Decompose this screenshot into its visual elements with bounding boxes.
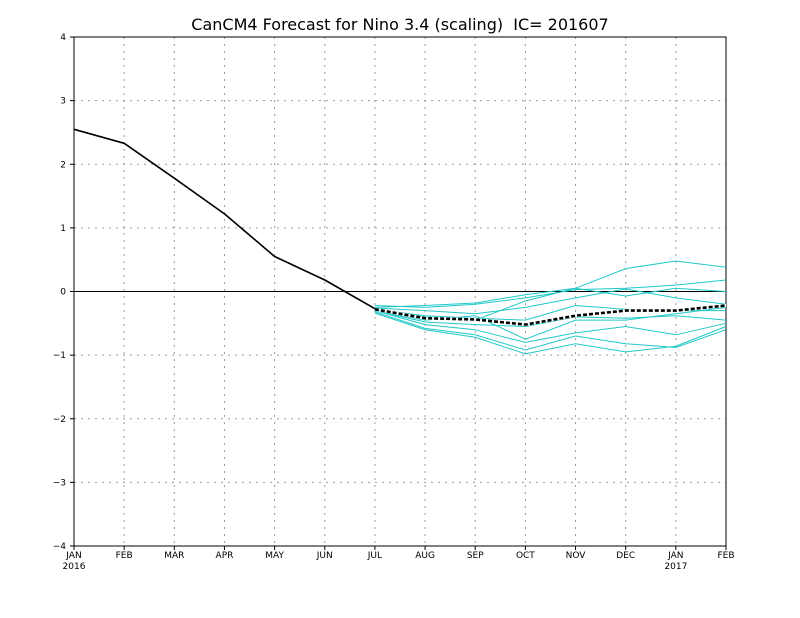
y-tick-label: 1 bbox=[60, 224, 66, 234]
ensemble-member-line bbox=[374, 279, 727, 308]
y-tick-label: 0 bbox=[60, 288, 66, 298]
x-tick-label: APR bbox=[216, 551, 234, 561]
x-tick-label: JUN bbox=[316, 551, 333, 561]
x-tick-label: NOV bbox=[566, 551, 587, 561]
x-tick-label: JAN bbox=[667, 551, 683, 561]
axes bbox=[70, 36, 727, 550]
x-year-label: 2016 bbox=[63, 562, 86, 572]
y-tick-label: −3 bbox=[53, 478, 66, 488]
y-tick-label: −1 bbox=[53, 351, 66, 361]
x-year-label: 2017 bbox=[664, 562, 687, 572]
y-tick-label: 4 bbox=[60, 33, 66, 43]
x-tick-label: OCT bbox=[516, 551, 535, 561]
y-tick-label: −2 bbox=[53, 415, 66, 425]
x-tick-label: DEC bbox=[616, 551, 635, 561]
observed-line bbox=[73, 128, 376, 310]
ensemble-member-line bbox=[374, 312, 727, 355]
ensemble-member-line bbox=[374, 310, 727, 343]
ensemble-mean-line bbox=[374, 304, 727, 326]
y-tick-label: 2 bbox=[60, 160, 66, 170]
x-tick-label: FEB bbox=[717, 551, 734, 561]
x-tick-label: FEB bbox=[116, 551, 133, 561]
x-tick-label: AUG bbox=[415, 551, 435, 561]
grid-lines bbox=[74, 37, 726, 546]
y-tick-label: −4 bbox=[53, 542, 67, 552]
tick-labels: −4 −3 −2 −1 0 1 2 3 4 JAN FEB MAR APR MAY JUN JUL AUG SEP… bbox=[53, 33, 735, 572]
x-tick-label: JAN bbox=[65, 551, 81, 561]
series-lines bbox=[73, 128, 727, 355]
x-tick-label: SEP bbox=[467, 551, 484, 561]
ensemble-member-line bbox=[374, 310, 727, 328]
chart-title: CanCM4 Forecast for Nino 3.4 (scaling) I… bbox=[191, 15, 608, 34]
x-tick-label: MAR bbox=[164, 551, 184, 561]
y-tick-label: 3 bbox=[60, 97, 66, 107]
ensemble-member-line bbox=[374, 260, 727, 308]
ensemble-member-line bbox=[374, 288, 727, 315]
x-tick-label: MAY bbox=[265, 551, 284, 561]
x-tick-label: JUL bbox=[367, 551, 382, 561]
